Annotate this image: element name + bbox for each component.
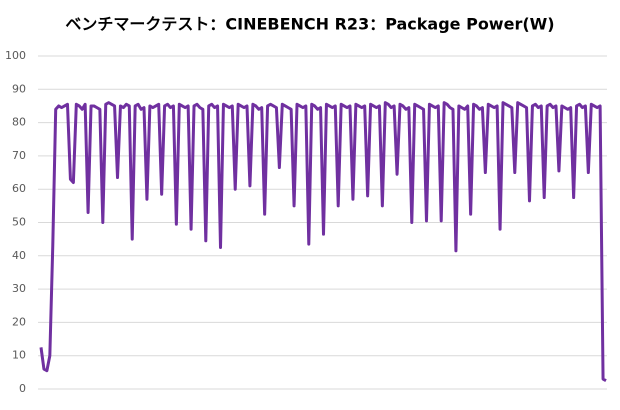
y-tick-label: 30: [12, 282, 26, 295]
y-tick-label: 10: [12, 349, 26, 362]
y-tick-label: 70: [12, 149, 26, 162]
chart-title: ベンチマークテスト：CINEBENCH R23：Package Power(W): [65, 15, 554, 34]
y-tick-label: 60: [12, 182, 26, 195]
y-tick-label: 80: [12, 116, 26, 129]
y-tick-label: 90: [12, 82, 26, 95]
y-tick-label: 20: [12, 315, 26, 328]
y-tick-label: 100: [5, 49, 26, 62]
y-tick-label: 0: [19, 382, 26, 395]
data-line: [39, 101, 607, 382]
y-tick-label: 40: [12, 249, 26, 262]
y-tick-label: 50: [12, 216, 26, 229]
